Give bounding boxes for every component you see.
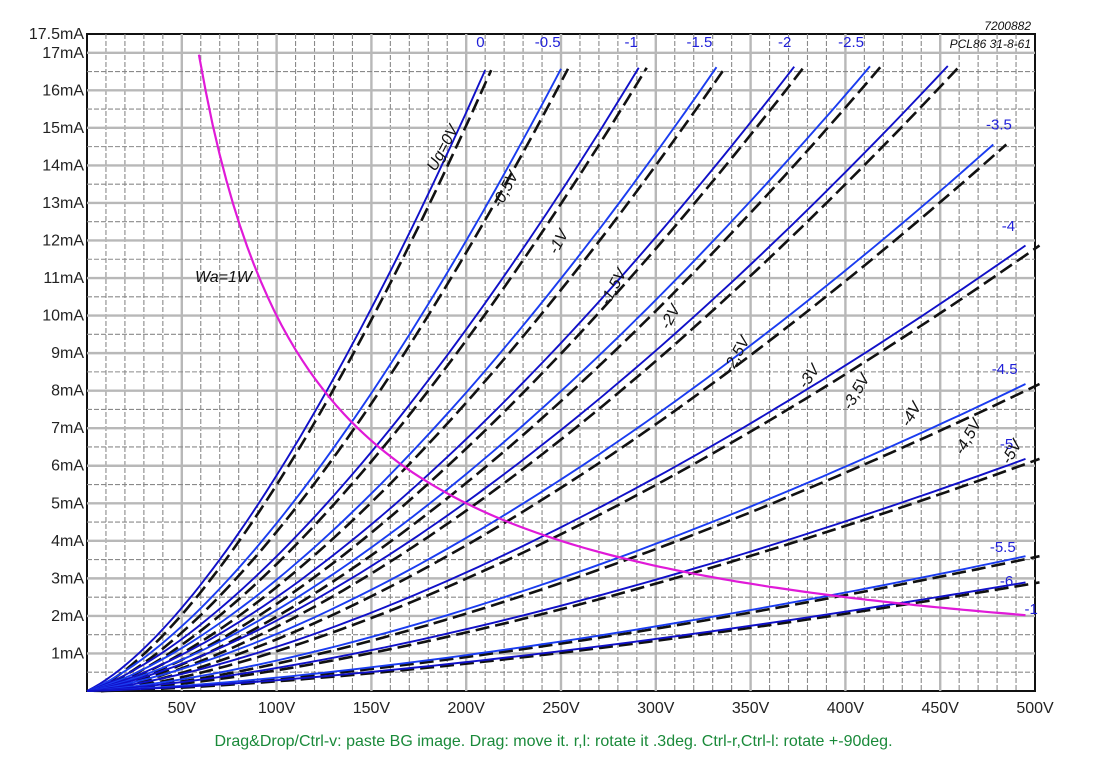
y-tick-label: 1mA [51,645,84,662]
series-label: -5 [1000,436,1013,453]
series-label: -5.5 [990,539,1016,556]
x-tick-label: 250V [542,700,580,717]
x-tick-label: 150V [353,700,391,717]
series-curve--3 [86,65,949,692]
x-tick-label: 450V [922,700,960,717]
series-label: -0.5 [535,34,561,51]
reference-curve--1 [94,67,648,693]
instruction-text: Drag&Drop/Ctrl-v: paste BG image. Drag: … [214,733,893,750]
series-label: -4 [1002,218,1015,235]
x-tick-label: 300V [637,700,675,717]
y-tick-label: 9mA [51,345,84,362]
tube-characteristic-chart[interactable]: 50V 100V 150V 200V 250V 300V 350V 400V 450V 500V 1… [0,0,1107,730]
reference-curve--3 [98,65,961,693]
dashed-reference-curves [92,65,1041,693]
series-label: -2.5 [838,34,864,51]
series-label: -2 [778,34,791,51]
hand-label: Wa=1W [195,269,254,286]
y-tick-label: 17.5mA [29,26,84,43]
x-tick-label: 500V [1016,700,1054,717]
y-tick-label: 10mA [42,308,84,325]
y-tick-label: 11mA [43,270,84,287]
series-label: -1 [624,34,637,51]
series-label: -1.5 [686,34,712,51]
x-tick-label: 100V [258,700,296,717]
y-tick-label: 14mA [42,157,84,174]
series-curve--4.5 [86,383,1026,692]
series-curve--5 [86,458,1026,692]
y-tick-label: 2mA [51,608,84,625]
y-tick-label: 3mA [51,570,84,587]
series-curve--2 [86,66,795,692]
reference-curve--5 [100,457,1040,693]
y-tick-label: 8mA [51,383,84,400]
series-curve--5.5 [86,555,1026,692]
axis-tick-labels: 50V 100V 150V 200V 250V 300V 350V 400V 450V 500V 1… [29,26,1054,717]
reference-curve--2 [96,65,806,693]
x-tick-label: 400V [827,700,865,717]
y-tick-label: 17mA [42,45,84,62]
corner-code: 7200882 [984,19,1031,33]
series-curve--2.5 [86,65,871,692]
reference-curve--5.5 [100,554,1040,693]
y-tick-label: 13mA [42,195,84,212]
y-tick-label: 6mA [51,458,84,475]
series-curve--6 [86,581,1026,692]
reference-curve-0 [92,69,493,693]
series-curve-0 [86,69,487,692]
series-label: -1 [1025,601,1038,618]
series-label: 0 [476,34,484,51]
series-label: -6 [1000,573,1013,590]
corner-tube-date: PCL86 31-8-61 [950,37,1031,51]
x-tick-label: 200V [448,700,486,717]
grid [86,33,1036,692]
series-curve--1 [86,67,640,692]
power-limit-curve [197,54,1026,617]
y-tick-label: 16mA [42,82,84,99]
series-labels: 0 -0.5 -1 -1.5 -2 -2.5 -3.5 -4 -4.5 -5 -5.5 -6 -1 [476,34,1038,618]
reference-curve--4 [100,244,1041,693]
series-label: -4.5 [992,361,1018,378]
x-tick-label: 50V [168,700,197,717]
series-curve--3.5 [86,143,994,692]
reference-curve--4.5 [100,382,1041,693]
reference-curve--6 [100,581,1040,693]
series-curve--0.5 [86,68,562,692]
reference-curve--3.5 [99,143,1008,693]
series-label: -3.5 [986,117,1012,134]
y-tick-label: 5mA [51,495,84,512]
y-tick-label: 15mA [42,120,84,137]
y-tick-label: 4mA [51,533,84,550]
series-curve--1.5 [86,66,718,692]
x-tick-label: 350V [732,700,770,717]
series-curve--4 [86,244,1027,692]
y-tick-label: 12mA [42,232,84,249]
y-tick-label: 7mA [51,420,84,437]
reference-curve--1.5 [95,66,727,693]
grid-voltage-curves [86,65,1027,692]
corner-annotation: 7200882 PCL86 31-8-61 [950,19,1032,51]
reference-curve--0.5 [93,68,570,693]
